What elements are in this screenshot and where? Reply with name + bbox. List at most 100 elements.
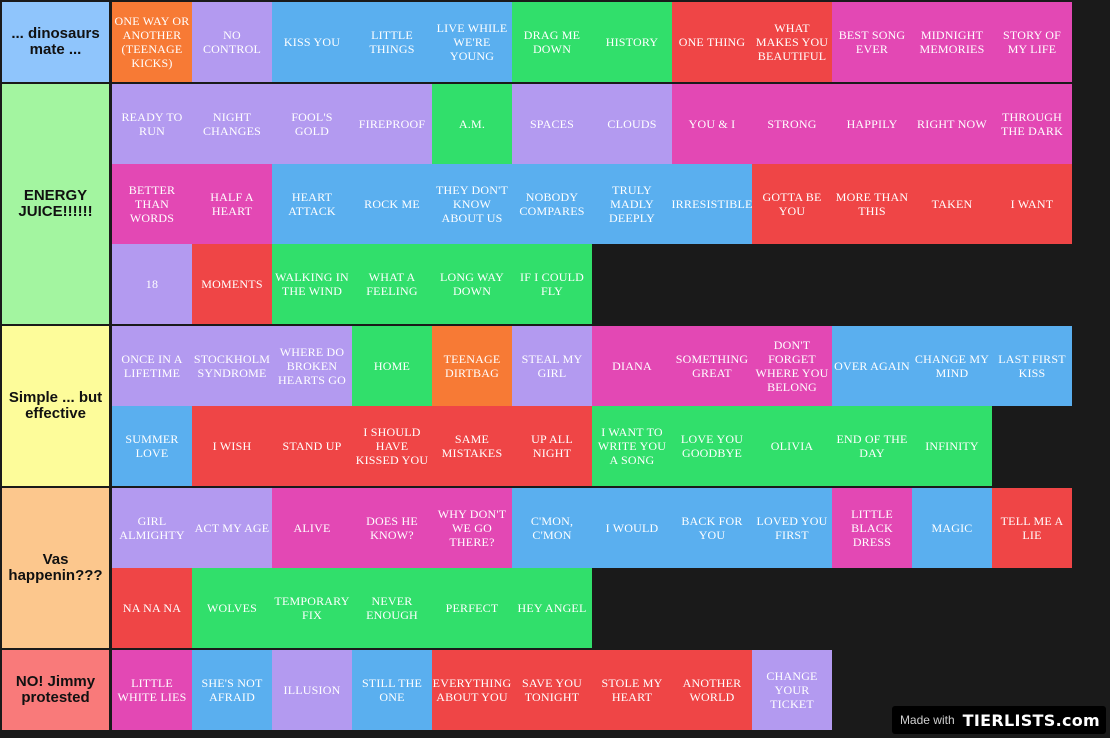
tier-item-tile[interactable]: Steal My Girl xyxy=(512,326,592,406)
tier-item-tile[interactable]: They Don't Know About Us xyxy=(432,164,512,244)
tier-item-tile[interactable]: Save You Tonight xyxy=(512,650,592,730)
tier-item-tile[interactable]: Everything About You xyxy=(432,650,512,730)
tier-item-tile[interactable]: Girl Almighty xyxy=(112,488,192,568)
tier-item-tile[interactable]: Na Na Na xyxy=(112,568,192,648)
tier-item-tile[interactable]: Change Your Ticket xyxy=(752,650,832,730)
tier-item-tile[interactable]: Clouds xyxy=(592,84,672,164)
tier-item-tile[interactable]: Better Than Words xyxy=(112,164,192,244)
tier-item-tile[interactable]: Story of My Life xyxy=(992,2,1072,82)
tier-item-tile[interactable]: Nobody Compares xyxy=(512,164,592,244)
tier-item-tile[interactable]: C'mon, C'mon xyxy=(512,488,592,568)
tier-item-tile[interactable]: Heart Attack xyxy=(272,164,352,244)
tier-item-tile[interactable]: Little Things xyxy=(352,2,432,82)
tier-item-tile[interactable]: Live While We're Young xyxy=(432,2,512,82)
tier-item-tile[interactable]: Hey Angel xyxy=(512,568,592,648)
tier-label[interactable]: Vas happenin??? xyxy=(2,488,109,648)
tier-item-tile[interactable]: Rock Me xyxy=(352,164,432,244)
tier-item-tile[interactable]: Love You Goodbye xyxy=(672,406,752,486)
tier-item-tile[interactable]: End of the Day xyxy=(832,406,912,486)
tier-item-tile[interactable]: Stand Up xyxy=(272,406,352,486)
tier-item-tile[interactable]: Act My Age xyxy=(192,488,272,568)
tier-item-tile[interactable]: I Wish xyxy=(192,406,272,486)
tier-item-tile[interactable]: One Way or Another (Teenage Kicks) xyxy=(112,2,192,82)
tier-item-tile[interactable]: She's Not Afraid xyxy=(192,650,272,730)
tier-item-tile[interactable]: Something Great xyxy=(672,326,752,406)
tier-item-tile[interactable]: Home xyxy=(352,326,432,406)
tier-item-tile[interactable]: Best Song Ever xyxy=(832,2,912,82)
tier-item-tile[interactable]: Through the Dark xyxy=(992,84,1072,164)
tier-item-tile[interactable]: Fool's Gold xyxy=(272,84,352,164)
tier-label[interactable]: Simple ... but effective xyxy=(2,326,109,486)
tier-item-tile[interactable]: Stole My Heart xyxy=(592,650,672,730)
tier-item-tile[interactable]: Little Black Dress xyxy=(832,488,912,568)
tier-item-tile[interactable]: Spaces xyxy=(512,84,592,164)
tier-item-tile[interactable]: Does He Know? xyxy=(352,488,432,568)
tier-item-tile[interactable]: Over Again xyxy=(832,326,912,406)
tier-item-tile[interactable]: Little White Lies xyxy=(112,650,192,730)
tier-item-tile[interactable]: Alive xyxy=(272,488,352,568)
tier-item-tile[interactable]: Ready to Run xyxy=(112,84,192,164)
tier-item-tile[interactable]: One Thing xyxy=(672,2,752,82)
tier-item-tile[interactable]: Change My Mind xyxy=(912,326,992,406)
watermark[interactable]: Made with TIERLISTS.com xyxy=(891,706,1106,734)
tier-item-tile[interactable]: Still the One xyxy=(352,650,432,730)
tier-item-tile[interactable]: Taken xyxy=(912,164,992,244)
tier-item-tile[interactable]: Loved You First xyxy=(752,488,832,568)
tier-item-tile[interactable]: Temporary Fix xyxy=(272,568,352,648)
tier-item-tile[interactable]: Same Mistakes xyxy=(432,406,512,486)
tier-item-tile[interactable]: History xyxy=(592,2,672,82)
tier-item-tile[interactable]: Truly Madly Deeply xyxy=(592,164,672,244)
tier-item-tile[interactable]: You & I xyxy=(672,84,752,164)
tier-item-tile[interactable]: Wolves xyxy=(192,568,272,648)
tier-item-tile[interactable]: Illusion xyxy=(272,650,352,730)
tier-item-tile[interactable]: Olivia xyxy=(752,406,832,486)
tier-item-tile[interactable]: Irresistible xyxy=(672,164,752,244)
tier-item-tile[interactable]: Drag Me Down xyxy=(512,2,592,82)
tier-item-tile[interactable]: Strong xyxy=(752,84,832,164)
tier-item-tile[interactable]: If I Could Fly xyxy=(512,244,592,324)
tier-item-tile[interactable]: Right Now xyxy=(912,84,992,164)
tier-item-tile[interactable]: Long Way Down xyxy=(432,244,512,324)
tier-row: ENERGY JUICE!!!!!! Ready to Run Night Chan… xyxy=(0,84,1110,324)
tier-item-tile[interactable]: Infinity xyxy=(912,406,992,486)
tier-item-tile[interactable]: Night Changes xyxy=(192,84,272,164)
tier-label[interactable]: ... dinosaurs mate ... xyxy=(2,2,109,82)
tier-item-tile[interactable]: Last First Kiss xyxy=(992,326,1072,406)
tier-item-tile[interactable]: Once in a Lifetime xyxy=(112,326,192,406)
tier-item-tile[interactable]: No Control xyxy=(192,2,272,82)
tier-label[interactable]: ENERGY JUICE!!!!!! xyxy=(2,84,109,324)
tier-item-tile[interactable]: Midnight Memories xyxy=(912,2,992,82)
tier-item-tile[interactable]: Tell Me a Lie xyxy=(992,488,1072,568)
tier-item-tile[interactable]: Moments xyxy=(192,244,272,324)
tier-item-tile[interactable]: Walking in the Wind xyxy=(272,244,352,324)
tier-item-tile[interactable]: What a Feeling xyxy=(352,244,432,324)
tier-item-tile[interactable]: Teenage Dirtbag xyxy=(432,326,512,406)
tier-item-tile[interactable]: Magic xyxy=(912,488,992,568)
tier-item-tile[interactable]: Another World xyxy=(672,650,752,730)
tier-item-tile[interactable]: A.M. xyxy=(432,84,512,164)
tier-item-tile[interactable]: Don't Forget Where You Belong xyxy=(752,326,832,406)
tier-item-tile[interactable]: More Than This xyxy=(832,164,912,244)
tier-item-tile[interactable]: Fireproof xyxy=(352,84,432,164)
tier-item-tile[interactable]: Gotta Be You xyxy=(752,164,832,244)
tier-item-tile[interactable]: Half a Heart xyxy=(192,164,272,244)
tier-label[interactable]: NO! Jimmy protested xyxy=(2,650,109,730)
tier-item-tile[interactable]: Stockholm Syndrome xyxy=(192,326,272,406)
tier-item-tile[interactable]: 18 xyxy=(112,244,192,324)
tier-item-tile[interactable]: I Want xyxy=(992,164,1072,244)
tier-item-tile[interactable]: Up All Night xyxy=(512,406,592,486)
tier-item-tile[interactable]: Summer Love xyxy=(112,406,192,486)
tier-item-tile[interactable]: Where Do Broken Hearts Go xyxy=(272,326,352,406)
tier-row: Vas happenin??? Girl Almighty Act My Age Al… xyxy=(0,488,1110,648)
tier-item-tile[interactable]: Kiss You xyxy=(272,2,352,82)
tier-item-tile[interactable]: I Would xyxy=(592,488,672,568)
tier-item-tile[interactable]: Back for You xyxy=(672,488,752,568)
tier-item-tile[interactable]: What Makes You Beautiful xyxy=(752,2,832,82)
tier-item-tile[interactable]: I Want to Write You a Song xyxy=(592,406,672,486)
tier-item-tile[interactable]: Perfect xyxy=(432,568,512,648)
tier-item-tile[interactable]: I Should Have Kissed You xyxy=(352,406,432,486)
tier-item-tile[interactable]: Why Don't We Go There? xyxy=(432,488,512,568)
tier-item-tile[interactable]: Diana xyxy=(592,326,672,406)
tier-item-tile[interactable]: Happily xyxy=(832,84,912,164)
tier-item-tile[interactable]: Never Enough xyxy=(352,568,432,648)
